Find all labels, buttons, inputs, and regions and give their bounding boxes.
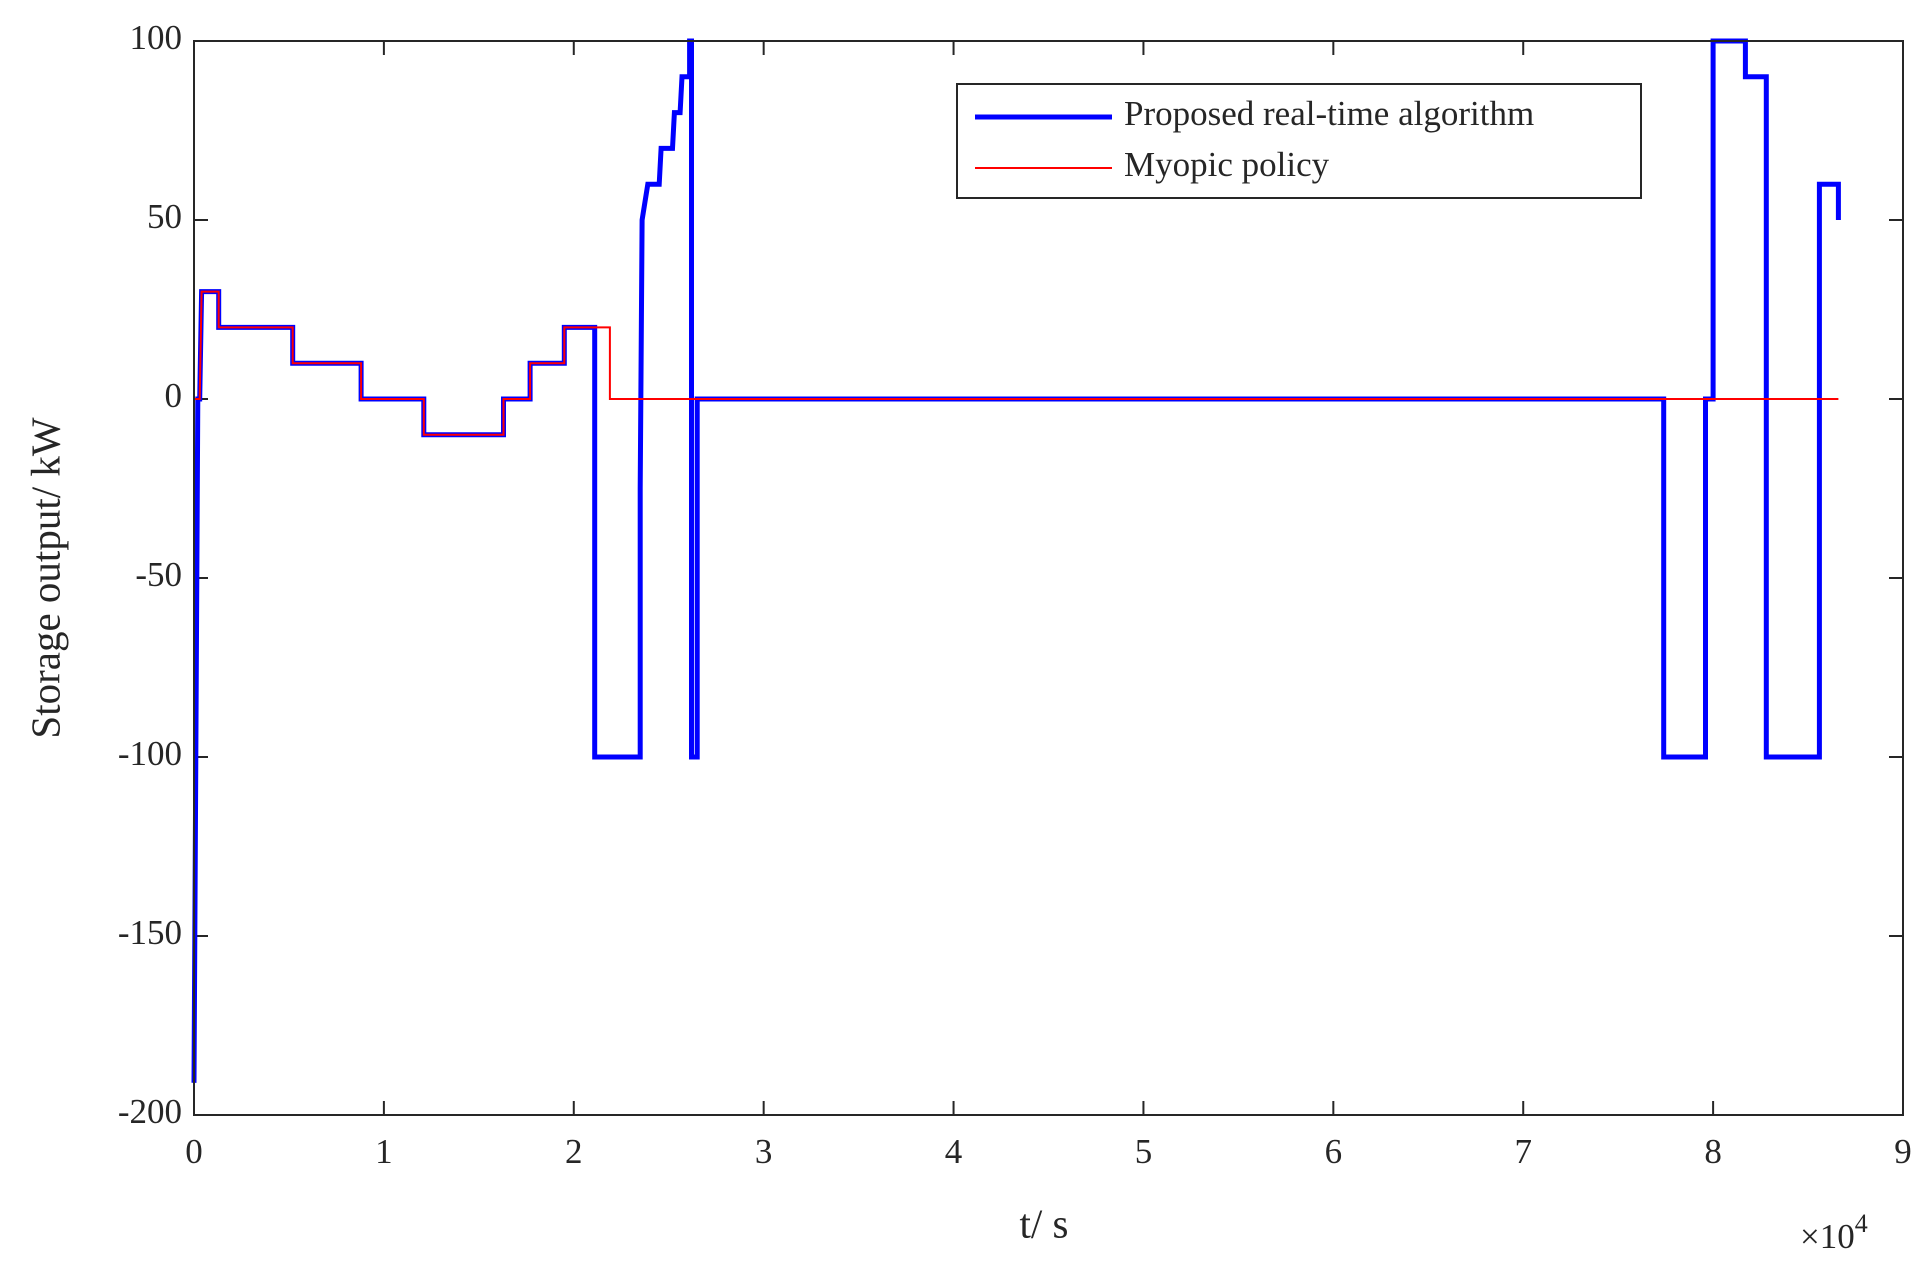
- x-tick-label: 7: [1514, 1132, 1532, 1171]
- y-tick-label: -100: [118, 734, 182, 773]
- x-tick-label: 1: [375, 1132, 393, 1171]
- x-tick-label: 2: [565, 1132, 583, 1171]
- y-tick-label: 100: [130, 18, 183, 57]
- x-offset-text: ×104: [1800, 1209, 1868, 1256]
- legend-label: Myopic policy: [1124, 145, 1330, 184]
- y-tick-label: -50: [135, 555, 182, 594]
- x-offset-exponent: 4: [1855, 1209, 1868, 1238]
- legend-label: Proposed real-time algorithm: [1124, 94, 1534, 133]
- x-axis-label: t/ s: [1020, 1200, 1069, 1246]
- y-tick-label: -200: [118, 1092, 182, 1131]
- x-tick-label: 4: [945, 1132, 963, 1171]
- x-tick-label: 5: [1135, 1132, 1153, 1171]
- x-tick-label: 8: [1704, 1132, 1722, 1171]
- y-axis-label: Storage output/ kW: [22, 417, 68, 738]
- series-line: [194, 290, 1839, 436]
- x-tick-label: 3: [755, 1132, 773, 1171]
- x-tick-label: 6: [1325, 1132, 1343, 1171]
- x-tick-label: 9: [1894, 1132, 1912, 1171]
- axes-box: [193, 40, 1904, 1116]
- y-tick-label: 50: [147, 197, 182, 236]
- y-tick-label: -150: [118, 913, 182, 952]
- x-tick-label: 0: [185, 1132, 203, 1171]
- legend-box: [956, 83, 1642, 199]
- x-offset-base: ×10: [1800, 1217, 1855, 1256]
- y-tick-label: 0: [165, 376, 183, 415]
